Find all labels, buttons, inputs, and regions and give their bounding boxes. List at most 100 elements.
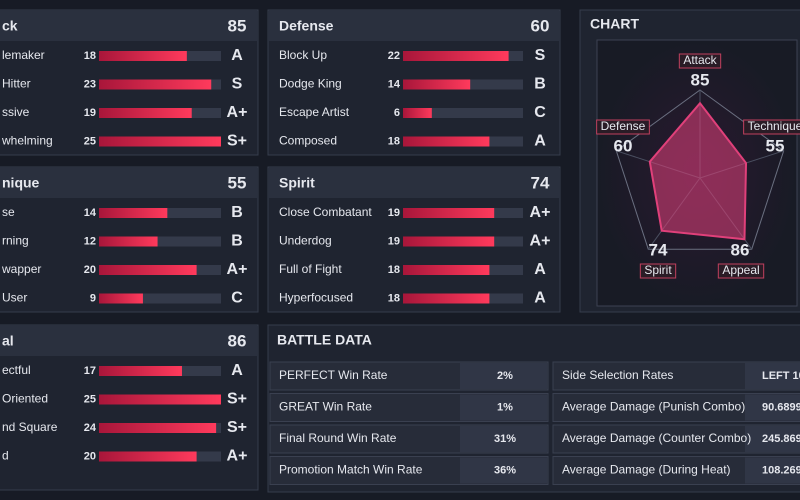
grade: A+ [227, 448, 248, 465]
axis-label: Spirit [644, 263, 672, 277]
grade: S [535, 47, 546, 64]
grade: A+ [530, 204, 551, 221]
grade: A+ [530, 233, 551, 250]
grade: S+ [227, 419, 247, 436]
stat-bar [403, 293, 490, 304]
stat-number: 17 [84, 365, 96, 377]
grade: A [231, 362, 243, 379]
axis-label: Appeal [722, 263, 759, 277]
stat-name: lemaker [2, 48, 45, 62]
label-box [717, 263, 765, 279]
panel-title: nique [2, 175, 40, 191]
value-cell [745, 426, 800, 452]
axis-value: 74 [649, 240, 668, 259]
value-cell [460, 426, 547, 452]
grade: A [231, 47, 243, 64]
data-value: 108.2699 [762, 464, 800, 476]
stat-bar [99, 236, 158, 247]
grade: A [534, 133, 546, 150]
label-box [639, 263, 677, 279]
stat-name: Composed [279, 134, 337, 148]
value-cell [745, 363, 800, 389]
data-value: 31% [494, 433, 516, 445]
data-label: Final Round Win Rate [279, 431, 397, 445]
stat-bar [99, 394, 221, 405]
stat-number: 6 [394, 107, 400, 119]
stat-name: ssive [2, 105, 30, 119]
stat-name: Dodge King [279, 77, 342, 91]
stat-number: 19 [84, 107, 96, 119]
grade: S [232, 76, 243, 93]
grade: B [231, 233, 243, 250]
data-label: Side Selection Rates [562, 368, 673, 382]
axis-label: Attack [683, 53, 717, 67]
stat-number: 20 [84, 450, 96, 462]
panel-score: 74 [531, 173, 550, 192]
grade: A [534, 290, 546, 307]
data-label: GREAT Win Rate [279, 400, 372, 414]
stat-name: d [2, 449, 9, 463]
stat-bar [403, 136, 490, 147]
value-cell [745, 394, 800, 421]
label-box [596, 119, 650, 135]
value-cell [460, 363, 547, 389]
stat-name: se [2, 205, 15, 219]
data-value: 90.6899 [762, 401, 800, 413]
value-cell [460, 457, 547, 484]
axis-value: 60 [614, 136, 633, 155]
stat-name: Underdog [279, 234, 332, 248]
stat-number: 19 [388, 207, 400, 219]
stat-bar [99, 265, 197, 275]
grade: B [231, 204, 243, 221]
panel-score: 55 [228, 173, 247, 192]
stat-name: Oriented [2, 392, 48, 406]
grade: A+ [227, 261, 248, 278]
stat-name: Hitter [2, 77, 31, 91]
stat-number: 25 [84, 135, 96, 147]
stat-bar [99, 293, 143, 304]
panel-header [0, 326, 257, 356]
panel-score: 86 [228, 331, 247, 350]
bar-track [403, 108, 523, 118]
stat-number: 19 [388, 235, 400, 247]
panel-score: 60 [531, 16, 550, 35]
stat-bar [99, 79, 212, 90]
data-label: Average Damage (During Heat) [562, 463, 731, 477]
radar-area [648, 101, 748, 241]
stat-name: nd Square [2, 420, 58, 434]
stat-name: whelming [1, 134, 53, 148]
stat-number: 20 [84, 264, 96, 276]
bar-track [99, 293, 221, 304]
panel-header [0, 11, 257, 41]
axis-value: 85 [691, 70, 710, 89]
stat-name: Full of Fight [279, 262, 342, 276]
stat-number: 12 [84, 235, 96, 247]
stat-name: Escape Artist [279, 105, 350, 119]
panel-header [269, 168, 559, 198]
value-cell [745, 457, 800, 484]
panel-score: 85 [228, 16, 247, 35]
grade: C [534, 104, 546, 121]
stat-name: User [2, 291, 27, 305]
stat-name: wapper [1, 262, 41, 276]
data-value: LEFT 10 [762, 370, 800, 382]
panel-title: Defense [279, 18, 334, 34]
value-cell [460, 394, 547, 421]
stat-number: 18 [388, 292, 400, 304]
stat-number: 14 [388, 78, 401, 90]
stat-number: 18 [84, 50, 96, 62]
grade: C [231, 290, 243, 307]
stat-bar [99, 451, 197, 462]
stat-name: Block Up [279, 48, 327, 62]
stat-bar [99, 366, 182, 376]
stat-bar [403, 79, 471, 90]
data-value: 36% [494, 464, 516, 476]
stat-name: ectful [2, 363, 31, 377]
stat-number: 18 [388, 264, 400, 276]
stat-number: 9 [90, 292, 96, 304]
data-label: Average Damage (Punish Combo) [562, 400, 745, 414]
panel-header [0, 168, 257, 198]
stat-number: 22 [388, 50, 400, 62]
stat-number: 18 [388, 135, 400, 147]
stat-bar [99, 51, 187, 61]
